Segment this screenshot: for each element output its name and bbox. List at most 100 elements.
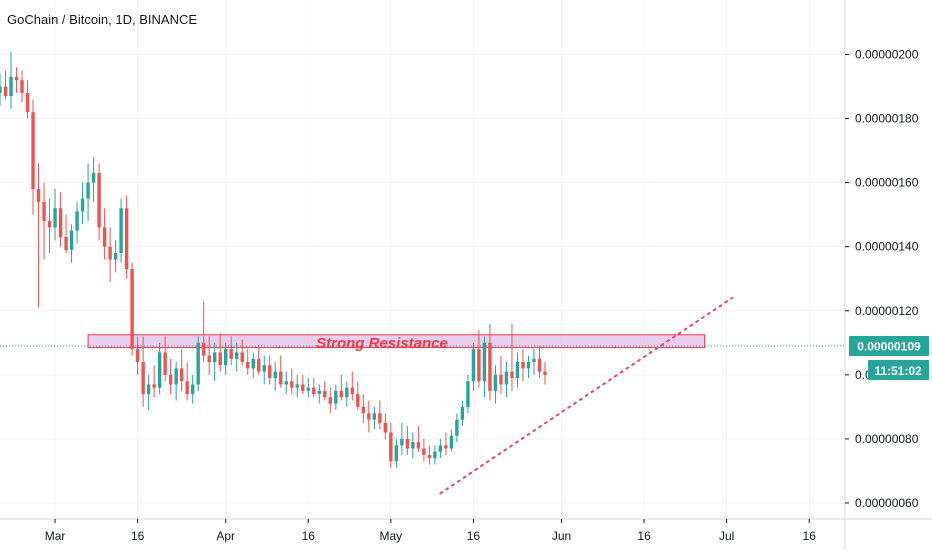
candle-body [477, 349, 481, 382]
candle-body [14, 76, 19, 81]
candle-body [152, 384, 156, 388]
time-tick-label: 16 [637, 529, 651, 543]
candle-body [504, 371, 509, 385]
price-tick-label: 0.00000080 [855, 432, 919, 446]
candle-body [510, 371, 514, 379]
time-tick-label: Apr [216, 529, 235, 543]
candle-body [521, 362, 525, 369]
candle-body [543, 371, 547, 375]
price-tick-label: 0.00000180 [855, 112, 919, 126]
candle-body [31, 112, 35, 190]
candle-body [257, 358, 261, 372]
time-axis[interactable]: Mar 16 Apr 16 May 16 Jun 16 Jul 16 [45, 519, 816, 543]
candle-body [279, 371, 283, 385]
candle-body [163, 352, 167, 375]
candle-body [444, 445, 448, 449]
candle-body [411, 442, 415, 449]
candle-body [108, 246, 112, 260]
candle-body [69, 230, 74, 250]
candle-body [400, 438, 404, 446]
candle-body [246, 362, 250, 369]
candle-body [339, 390, 344, 398]
candle-body [515, 362, 520, 379]
candle-body [146, 384, 151, 395]
candle-body [394, 445, 399, 462]
candle-body [449, 435, 454, 449]
candle-body [378, 413, 382, 423]
candle-body [438, 445, 443, 452]
support-trendline[interactable] [439, 296, 734, 495]
candle-body [58, 208, 63, 238]
candle-body [268, 365, 272, 379]
candle-body [284, 381, 288, 385]
candle-body [80, 198, 85, 212]
candle-body [422, 448, 426, 455]
candle-body [212, 352, 217, 363]
candle-body [328, 397, 332, 404]
candle-body [526, 362, 531, 369]
candle-body [455, 419, 459, 436]
candle-body [141, 362, 145, 395]
candle-body [124, 208, 129, 270]
candle-body [405, 438, 410, 449]
candle-body [273, 371, 277, 379]
time-tick-label: Jul [719, 529, 734, 543]
last-price-badge [849, 336, 929, 356]
candle-body [499, 374, 503, 385]
price-tick-label: 0.00000200 [855, 47, 919, 61]
candle-body [196, 342, 200, 385]
candles-layer [0, 51, 547, 468]
resistance-label[interactable]: Strong Resistance [316, 335, 448, 352]
price-tick-label: 0.00000120 [855, 304, 919, 318]
time-tick-label: 16 [302, 529, 316, 543]
candle-body [218, 352, 222, 366]
candle-body [97, 173, 101, 228]
candle-body [372, 413, 377, 420]
candle-body [36, 189, 41, 202]
candle-body [201, 342, 206, 356]
candle-body [482, 342, 487, 382]
candle-body [47, 221, 52, 228]
time-tick-label: Jun [552, 529, 571, 543]
candle-body [295, 384, 299, 388]
candle-body [460, 406, 465, 420]
candle-body [179, 368, 184, 382]
candle-body [323, 390, 327, 398]
candle-body [185, 381, 189, 395]
time-tick-label: Mar [45, 529, 66, 543]
candle-body [262, 365, 266, 372]
candle-body [25, 92, 30, 113]
countdown-badge [868, 360, 929, 380]
candle-body [361, 406, 366, 414]
candle-body [312, 387, 316, 395]
candle-body [168, 374, 173, 385]
candle-body [471, 349, 476, 382]
candle-body [493, 374, 498, 391]
candle-body [367, 413, 371, 420]
price-tick-label: 0.00000160 [855, 176, 919, 190]
last-price-value: 0.00000109 [857, 340, 921, 354]
candle-body [251, 358, 255, 369]
candle-body [433, 451, 437, 459]
candle-body [174, 368, 178, 385]
candle-body [113, 253, 118, 260]
candle-countdown: 11:51:02 [874, 364, 922, 378]
candle-body [229, 349, 233, 359]
candle-body [383, 422, 388, 433]
candle-body [416, 442, 421, 449]
candle-body [532, 358, 536, 363]
candle-body [102, 227, 107, 247]
candle-body [290, 381, 294, 388]
candle-body [537, 358, 542, 372]
candle-body [86, 182, 90, 199]
candle-body [91, 173, 96, 183]
candle-body [0, 86, 2, 93]
candle-body [135, 349, 140, 363]
candle-body [306, 387, 310, 391]
candle-body [75, 211, 79, 231]
candle-body [235, 352, 239, 359]
price-tick-label: 0.00000140 [855, 240, 919, 254]
